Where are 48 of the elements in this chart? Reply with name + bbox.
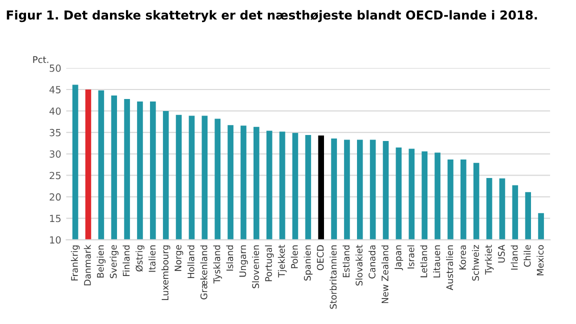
x-tick-label: Israel: [407, 245, 414, 268]
y-tick-label: 25: [50, 172, 61, 180]
y-tick-label: 40: [49, 107, 61, 115]
y-axis-title: Pct.: [33, 56, 48, 64]
x-tick-label: Portugal: [264, 245, 274, 282]
x-tick-label: Chile: [524, 245, 531, 267]
x-tick-label: New Zealand: [381, 245, 388, 304]
x-tick-label: Ungarn: [239, 245, 248, 277]
x-tick-label: Tyskland: [213, 245, 222, 284]
x-tick-label: Canada: [368, 245, 376, 278]
x-tick-label: Australien: [446, 245, 454, 290]
x-tick-label: Storbritannien: [330, 245, 337, 309]
x-tick-label: Holland: [187, 245, 194, 278]
chart-title: Figur 1. Det danske skattetryk er det næsthøjeste blandt OECD-lande i 2018.: [6, 10, 537, 22]
x-tick-label: Island: [226, 245, 234, 271]
x-tick-label: OECD: [316, 245, 324, 270]
x-tick-label: Norge: [174, 245, 184, 271]
x-tick-label: Sverige: [110, 245, 118, 278]
x-tick-label: Tyrkiet: [484, 244, 494, 275]
x-tick-label: Mexico: [536, 245, 544, 276]
x-tick-label: USA: [498, 244, 505, 263]
y-tick-label: 50: [50, 64, 61, 72]
x-tick-label: Belgien: [96, 245, 106, 278]
y-tick-label: 30: [50, 150, 61, 158]
x-tick-label: Italien: [148, 245, 156, 272]
x-tick-label: Luxembourg: [161, 245, 170, 300]
x-tick-label: Grækenland: [200, 245, 208, 300]
x-tick-label: Slovakiet: [356, 244, 363, 286]
x-tick-label: Slovenien: [252, 245, 260, 288]
x-tick-label: Estland: [342, 245, 350, 278]
y-tick-label: 35: [50, 128, 61, 136]
x-tick-label: Irland: [510, 245, 518, 270]
y-tick-label: 20: [50, 193, 61, 201]
x-tick-label: Finland: [122, 245, 130, 276]
x-tick-label: Schweiz: [472, 245, 479, 281]
y-tick-label: 45: [49, 86, 61, 94]
x-tick-label: Danmark: [84, 244, 91, 286]
y-tick-label: 10: [50, 236, 61, 244]
x-tick-label: Litauen: [433, 245, 440, 278]
x-tick-label: Spanien: [304, 245, 313, 281]
x-tick-label: Korea: [459, 245, 466, 270]
y-tick-label: 15: [50, 214, 61, 222]
x-tick-label: Østrig: [136, 245, 144, 272]
x-tick-label: Tjekket: [278, 244, 287, 278]
x-tick-label: Polen: [290, 245, 298, 268]
x-tick-label: Letland: [420, 245, 428, 278]
x-tick-label: Japan: [394, 245, 404, 270]
x-tick-label: Frankrig: [70, 245, 80, 280]
